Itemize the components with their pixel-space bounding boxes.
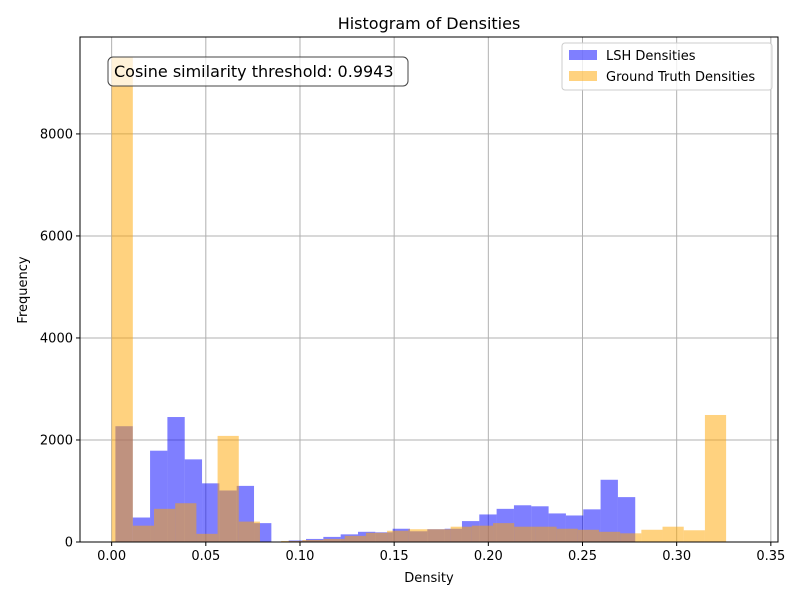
ground-truth-bar bbox=[132, 525, 155, 542]
ground-truth-bar bbox=[323, 538, 345, 542]
x-tick-label: 0.20 bbox=[474, 549, 503, 564]
x-tick-label: 0.25 bbox=[568, 549, 597, 564]
y-tick-label: 8000 bbox=[40, 127, 73, 142]
ground-truth-bar bbox=[429, 529, 451, 542]
annotation-box bbox=[107, 56, 409, 87]
x-tick-label: 0.00 bbox=[97, 549, 126, 564]
x-tick-label: 0.05 bbox=[191, 549, 220, 564]
ground-truth-bar bbox=[175, 503, 197, 542]
x-tick-label: 0.15 bbox=[380, 549, 409, 564]
legend-label-ground-truth: Ground Truth Densities bbox=[606, 70, 755, 85]
ground-truth-bar bbox=[577, 529, 599, 542]
ground-truth-bar bbox=[196, 533, 218, 542]
ground-truth-bar bbox=[493, 523, 515, 542]
ground-truth-bar bbox=[281, 540, 303, 542]
ground-truth-bar bbox=[704, 414, 727, 542]
ground-truth-bar bbox=[535, 526, 557, 542]
ground-truth-bar bbox=[344, 535, 366, 542]
x-axis-ticks: 0.00 0.05 0.10 0.15 0.20 0.25 0.30 0.35 bbox=[97, 542, 785, 564]
y-axis-label: Frequency bbox=[16, 256, 31, 323]
annotation-text: Cosine similarity threshold: 0.9943 bbox=[114, 62, 394, 81]
ground-truth-bar bbox=[408, 529, 430, 542]
y-tick-label: 6000 bbox=[40, 229, 73, 244]
y-axis-ticks: 0 2000 4000 6000 8000 bbox=[40, 127, 80, 551]
x-tick-label: 0.30 bbox=[662, 549, 691, 564]
plot-frame bbox=[79, 36, 779, 543]
ground-truth-bar bbox=[556, 528, 578, 542]
legend-box bbox=[561, 42, 773, 91]
lsh-bar bbox=[617, 497, 636, 542]
x-tick-label: 0.35 bbox=[756, 549, 785, 564]
y-tick-label: 4000 bbox=[40, 331, 73, 346]
ground-truth-bar bbox=[598, 531, 621, 542]
x-tick-label: 0.10 bbox=[286, 549, 315, 564]
ground-truth-bar bbox=[662, 526, 684, 542]
legend-swatch-lsh bbox=[569, 50, 597, 60]
y-tick-label: 2000 bbox=[40, 433, 73, 448]
legend-label-lsh: LSH Densities bbox=[606, 49, 696, 64]
ground-truth-bar bbox=[620, 533, 642, 542]
chart-title: Histogram of Densities bbox=[338, 14, 521, 33]
ground-truth-bar bbox=[238, 521, 260, 542]
ground-truth-bar bbox=[111, 57, 133, 542]
threshold-annotation: Cosine similarity threshold: 0.9943 bbox=[107, 56, 409, 87]
ground-truth-bar bbox=[302, 539, 324, 542]
ground-truth-bar bbox=[683, 530, 705, 542]
ground-truth-bar bbox=[154, 508, 176, 542]
lsh-bar bbox=[202, 483, 220, 542]
ground-truth-bars bbox=[111, 57, 727, 542]
y-tick-label: 0 bbox=[65, 536, 73, 551]
ground-truth-bar bbox=[514, 526, 536, 542]
ground-truth-bar bbox=[217, 435, 239, 542]
ground-truth-bar bbox=[387, 530, 409, 542]
ground-truth-bar bbox=[450, 526, 472, 542]
legend: LSH Densities Ground Truth Densities bbox=[561, 42, 773, 91]
ground-truth-bar bbox=[365, 532, 388, 542]
x-axis-label: Density bbox=[404, 571, 454, 586]
ground-truth-bar bbox=[471, 525, 494, 542]
lsh-bar bbox=[600, 479, 618, 542]
legend-swatch-ground-truth bbox=[569, 71, 597, 81]
ground-truth-bar bbox=[641, 529, 663, 542]
